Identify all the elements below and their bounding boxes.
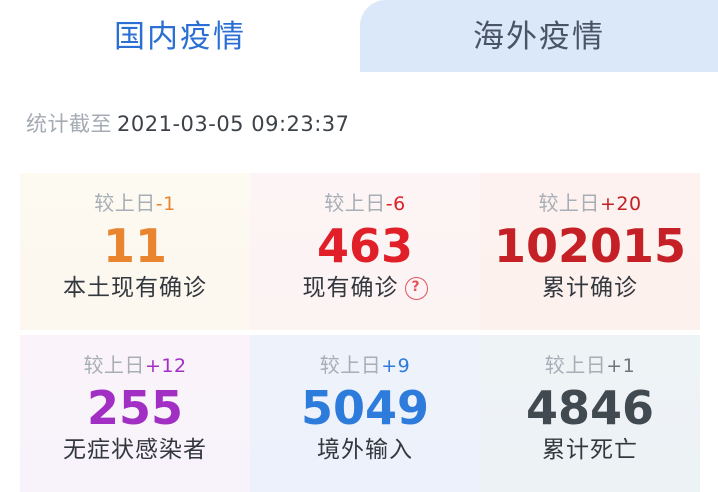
stat-card-asymptomatic[interactable]: 较上日+12 255 无症状感染者 (20, 335, 250, 492)
stat-delta-label: 较上日 (83, 353, 145, 377)
stat-delta-value: +12 (144, 355, 187, 377)
stat-card-total-confirmed[interactable]: 较上日+20 102015 累计确诊 (480, 173, 700, 330)
stat-label: 本土现有确诊 (63, 275, 207, 302)
stat-card-imported[interactable]: 较上日+9 5049 境外输入 (250, 335, 480, 492)
statistics-grid: 较上日-1 11 本土现有确诊 较上日-6 463 现有确诊 ? 较上日+20 … (20, 173, 700, 492)
stat-label: 现有确诊 (302, 275, 399, 302)
timestamp-label: 统计截至 (26, 112, 112, 136)
stat-card-local-active[interactable]: 较上日-1 11 本土现有确诊 (20, 173, 250, 330)
stat-value: 255 (86, 381, 184, 435)
stat-delta: 较上日-6 (324, 193, 405, 214)
stat-delta-value: -6 (385, 193, 406, 215)
stat-value: 4846 (525, 381, 655, 435)
stat-delta: 较上日+20 (538, 193, 641, 214)
timestamp-value: 2021-03-05 09:23:37 (117, 112, 350, 136)
stat-value: 11 (102, 219, 167, 273)
stat-delta: 较上日+12 (83, 355, 186, 376)
stat-label-wrap: 本土现有确诊 (63, 275, 207, 302)
tab-domestic[interactable]: 国内疫情 (0, 0, 360, 72)
stat-delta-label: 较上日 (538, 191, 600, 215)
help-icon[interactable]: ? (404, 277, 428, 301)
stat-label: 累计确诊 (542, 275, 638, 302)
stat-delta-label: 较上日 (324, 191, 386, 215)
stat-delta-label: 较上日 (94, 191, 156, 215)
stat-delta-value: -1 (155, 193, 176, 215)
stat-label: 累计死亡 (542, 437, 638, 464)
stat-label: 境外输入 (317, 437, 413, 464)
stat-delta-label: 较上日 (319, 353, 382, 377)
stat-label-wrap: 累计确诊 (542, 275, 638, 302)
stat-value: 5049 (300, 381, 430, 435)
statistics-timestamp: 统计截至 2021-03-05 09:23:37 (26, 108, 350, 138)
stat-delta-value: +9 (381, 355, 411, 377)
stat-value: 102015 (493, 219, 687, 273)
stat-value: 463 (316, 219, 414, 273)
stat-delta: 较上日+1 (545, 355, 636, 376)
stat-delta: 较上日+9 (320, 355, 411, 376)
stat-delta: 较上日-1 (94, 193, 175, 214)
stat-label-wrap: 现有确诊 ? (302, 275, 428, 302)
stat-label-wrap: 境外输入 (317, 437, 413, 464)
tab-bar: 国内疫情 海外疫情 (0, 0, 718, 72)
stat-label-wrap: 累计死亡 (542, 437, 638, 464)
stat-card-total-deaths[interactable]: 较上日+1 4846 累计死亡 (480, 335, 700, 492)
stat-delta-label: 较上日 (544, 353, 607, 377)
stat-label: 无症状感染者 (63, 437, 207, 464)
stat-delta-value: +1 (606, 355, 636, 377)
stat-label-wrap: 无症状感染者 (63, 437, 207, 464)
tab-overseas[interactable]: 海外疫情 (360, 0, 718, 72)
tab-overseas-label: 海外疫情 (473, 18, 605, 55)
tab-domestic-label: 国内疫情 (114, 18, 246, 55)
stat-delta-value: +20 (599, 193, 642, 215)
stat-card-current-confirmed[interactable]: 较上日-6 463 现有确诊 ? (250, 173, 480, 330)
